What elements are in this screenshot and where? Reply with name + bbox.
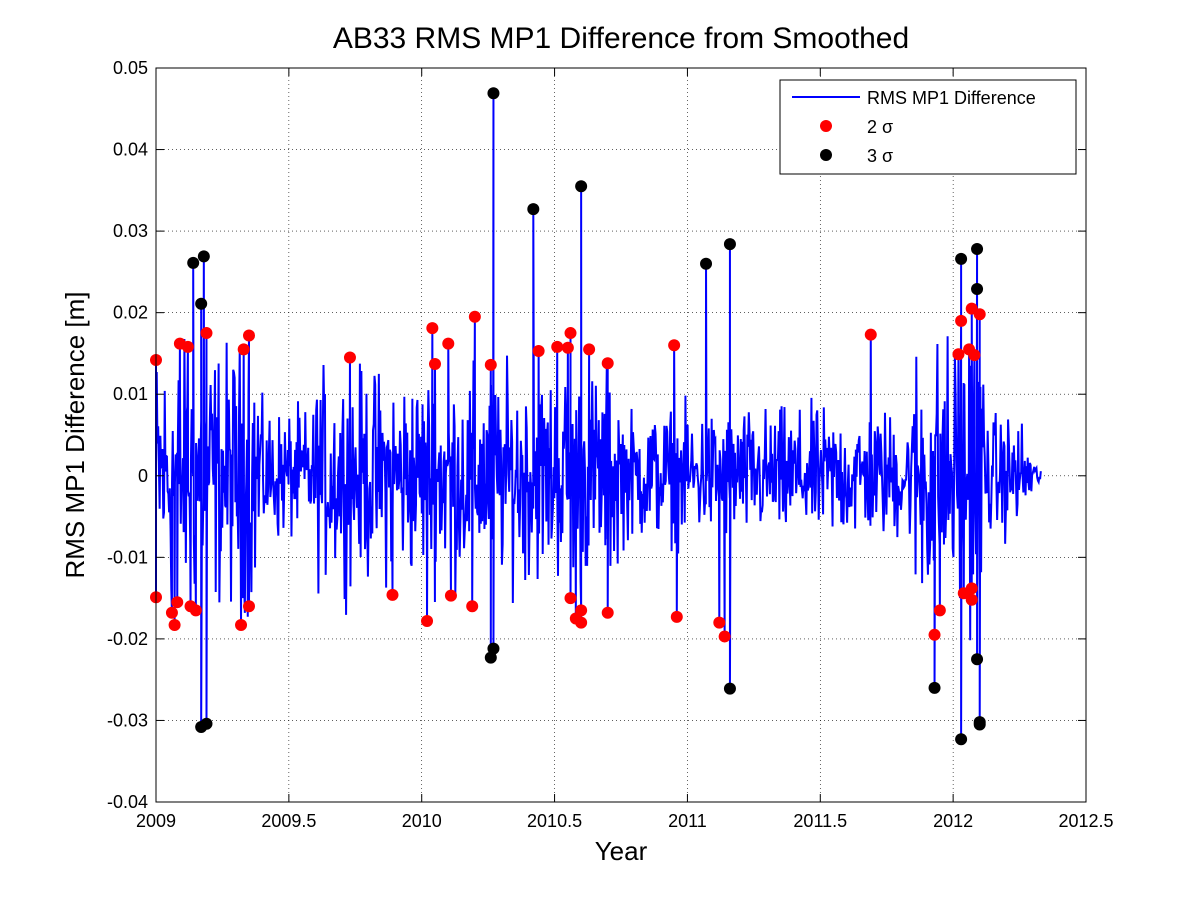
marker-2-sigma bbox=[237, 343, 250, 356]
marker-3-sigma bbox=[487, 87, 500, 100]
y-tick-label: 0.01 bbox=[113, 384, 148, 404]
marker-2-sigma bbox=[718, 630, 731, 643]
marker-2-sigma bbox=[200, 327, 213, 340]
marker-2-sigma bbox=[928, 628, 941, 641]
y-axis-label: RMS MP1 Difference [m] bbox=[60, 291, 90, 578]
legend-2sigma-marker bbox=[820, 120, 832, 132]
marker-2-sigma bbox=[583, 343, 596, 356]
marker-3-sigma bbox=[197, 250, 210, 263]
marker-2-sigma bbox=[235, 619, 248, 632]
marker-3-sigma bbox=[487, 642, 500, 655]
marker-2-sigma bbox=[601, 357, 614, 370]
y-tick-label: 0 bbox=[138, 466, 148, 486]
marker-2-sigma bbox=[713, 616, 726, 629]
y-tick-label: -0.03 bbox=[107, 710, 148, 730]
x-tick-label: 2010.5 bbox=[527, 811, 582, 831]
y-tick-label: 0.04 bbox=[113, 140, 148, 160]
marker-2-sigma bbox=[670, 610, 683, 623]
chart-title: AB33 RMS MP1 Difference from Smoothed bbox=[333, 22, 909, 55]
marker-3-sigma bbox=[971, 243, 984, 256]
marker-2-sigma bbox=[171, 596, 184, 609]
marker-3-sigma bbox=[200, 717, 213, 730]
x-tick-label: 2011.5 bbox=[793, 811, 847, 831]
marker-2-sigma bbox=[965, 593, 978, 606]
marker-2-sigma bbox=[532, 344, 545, 357]
marker-2-sigma bbox=[561, 341, 574, 354]
x-tick-label: 2009.5 bbox=[261, 811, 316, 831]
marker-2-sigma bbox=[386, 588, 399, 601]
marker-2-sigma bbox=[575, 616, 588, 629]
marker-3-sigma bbox=[723, 682, 736, 695]
marker-3-sigma bbox=[187, 256, 200, 269]
marker-3-sigma bbox=[195, 297, 208, 310]
marker-2-sigma bbox=[952, 348, 965, 361]
marker-2-sigma bbox=[864, 328, 877, 341]
marker-2-sigma bbox=[933, 604, 946, 617]
marker-3-sigma bbox=[928, 681, 941, 694]
marker-2-sigma bbox=[973, 308, 986, 321]
marker-3-sigma bbox=[955, 252, 968, 265]
marker-2-sigma bbox=[564, 592, 577, 605]
marker-2-sigma bbox=[601, 606, 614, 619]
y-tick-label: -0.04 bbox=[107, 792, 148, 812]
marker-2-sigma bbox=[551, 340, 564, 353]
legend-entry-3sigma: 3 σ bbox=[867, 146, 893, 166]
marker-2-sigma bbox=[444, 589, 457, 602]
y-tick-label: 0.03 bbox=[113, 221, 148, 241]
y-tick-label: -0.01 bbox=[107, 547, 148, 567]
marker-3-sigma bbox=[971, 653, 984, 666]
y-tick-label: 0.05 bbox=[113, 58, 148, 78]
marker-3-sigma bbox=[955, 733, 968, 746]
marker-layer bbox=[150, 87, 986, 746]
marker-3-sigma bbox=[527, 203, 540, 216]
legend-entry-line: RMS MP1 Difference bbox=[867, 88, 1036, 108]
marker-2-sigma bbox=[466, 600, 479, 613]
legend-entry-2sigma: 2 σ bbox=[867, 117, 893, 137]
y-tick-label: 0.02 bbox=[113, 303, 148, 323]
plot-frame bbox=[155, 67, 1087, 803]
marker-2-sigma bbox=[965, 582, 978, 595]
marker-2-sigma bbox=[968, 349, 981, 362]
marker-3-sigma bbox=[973, 718, 986, 731]
marker-2-sigma bbox=[955, 314, 968, 327]
ticks: 2009 2009.5 2010 2010.5 2011 2011.5 2012 2012.5… bbox=[107, 58, 1114, 831]
marker-2-sigma bbox=[421, 614, 434, 627]
legend: RMS MP1 Difference 2 σ 3 σ bbox=[779, 79, 1077, 175]
legend-3sigma-marker bbox=[820, 149, 832, 161]
x-tick-label: 2012.5 bbox=[1058, 811, 1113, 831]
marker-2-sigma bbox=[575, 604, 588, 617]
x-tick-label: 2009 bbox=[136, 811, 176, 831]
x-axis-label: Year bbox=[595, 836, 648, 866]
marker-2-sigma bbox=[564, 327, 577, 340]
x-tick-label: 2012 bbox=[933, 811, 973, 831]
marker-2-sigma bbox=[468, 310, 481, 323]
x-tick-label: 2010 bbox=[402, 811, 442, 831]
marker-2-sigma bbox=[442, 337, 455, 350]
marker-3-sigma bbox=[971, 283, 984, 296]
marker-2-sigma bbox=[429, 358, 441, 371]
marker-2-sigma bbox=[243, 600, 255, 613]
series-line-rms-mp1-difference bbox=[155, 93, 1042, 740]
marker-2-sigma bbox=[343, 351, 356, 364]
marker-3-sigma bbox=[700, 257, 713, 270]
marker-2-sigma bbox=[189, 604, 202, 617]
marker-2-sigma bbox=[426, 322, 439, 335]
marker-2-sigma bbox=[181, 340, 194, 353]
marker-2-sigma bbox=[243, 329, 255, 342]
marker-2-sigma bbox=[168, 619, 181, 632]
marker-2-sigma bbox=[668, 339, 681, 352]
y-tick-label: -0.02 bbox=[107, 629, 148, 649]
series-line-layer bbox=[155, 93, 1042, 740]
marker-3-sigma bbox=[723, 238, 736, 251]
marker-2-sigma bbox=[484, 358, 497, 371]
marker-2-sigma bbox=[165, 606, 178, 619]
x-tick-label: 2011 bbox=[668, 811, 707, 831]
marker-3-sigma bbox=[575, 180, 588, 193]
